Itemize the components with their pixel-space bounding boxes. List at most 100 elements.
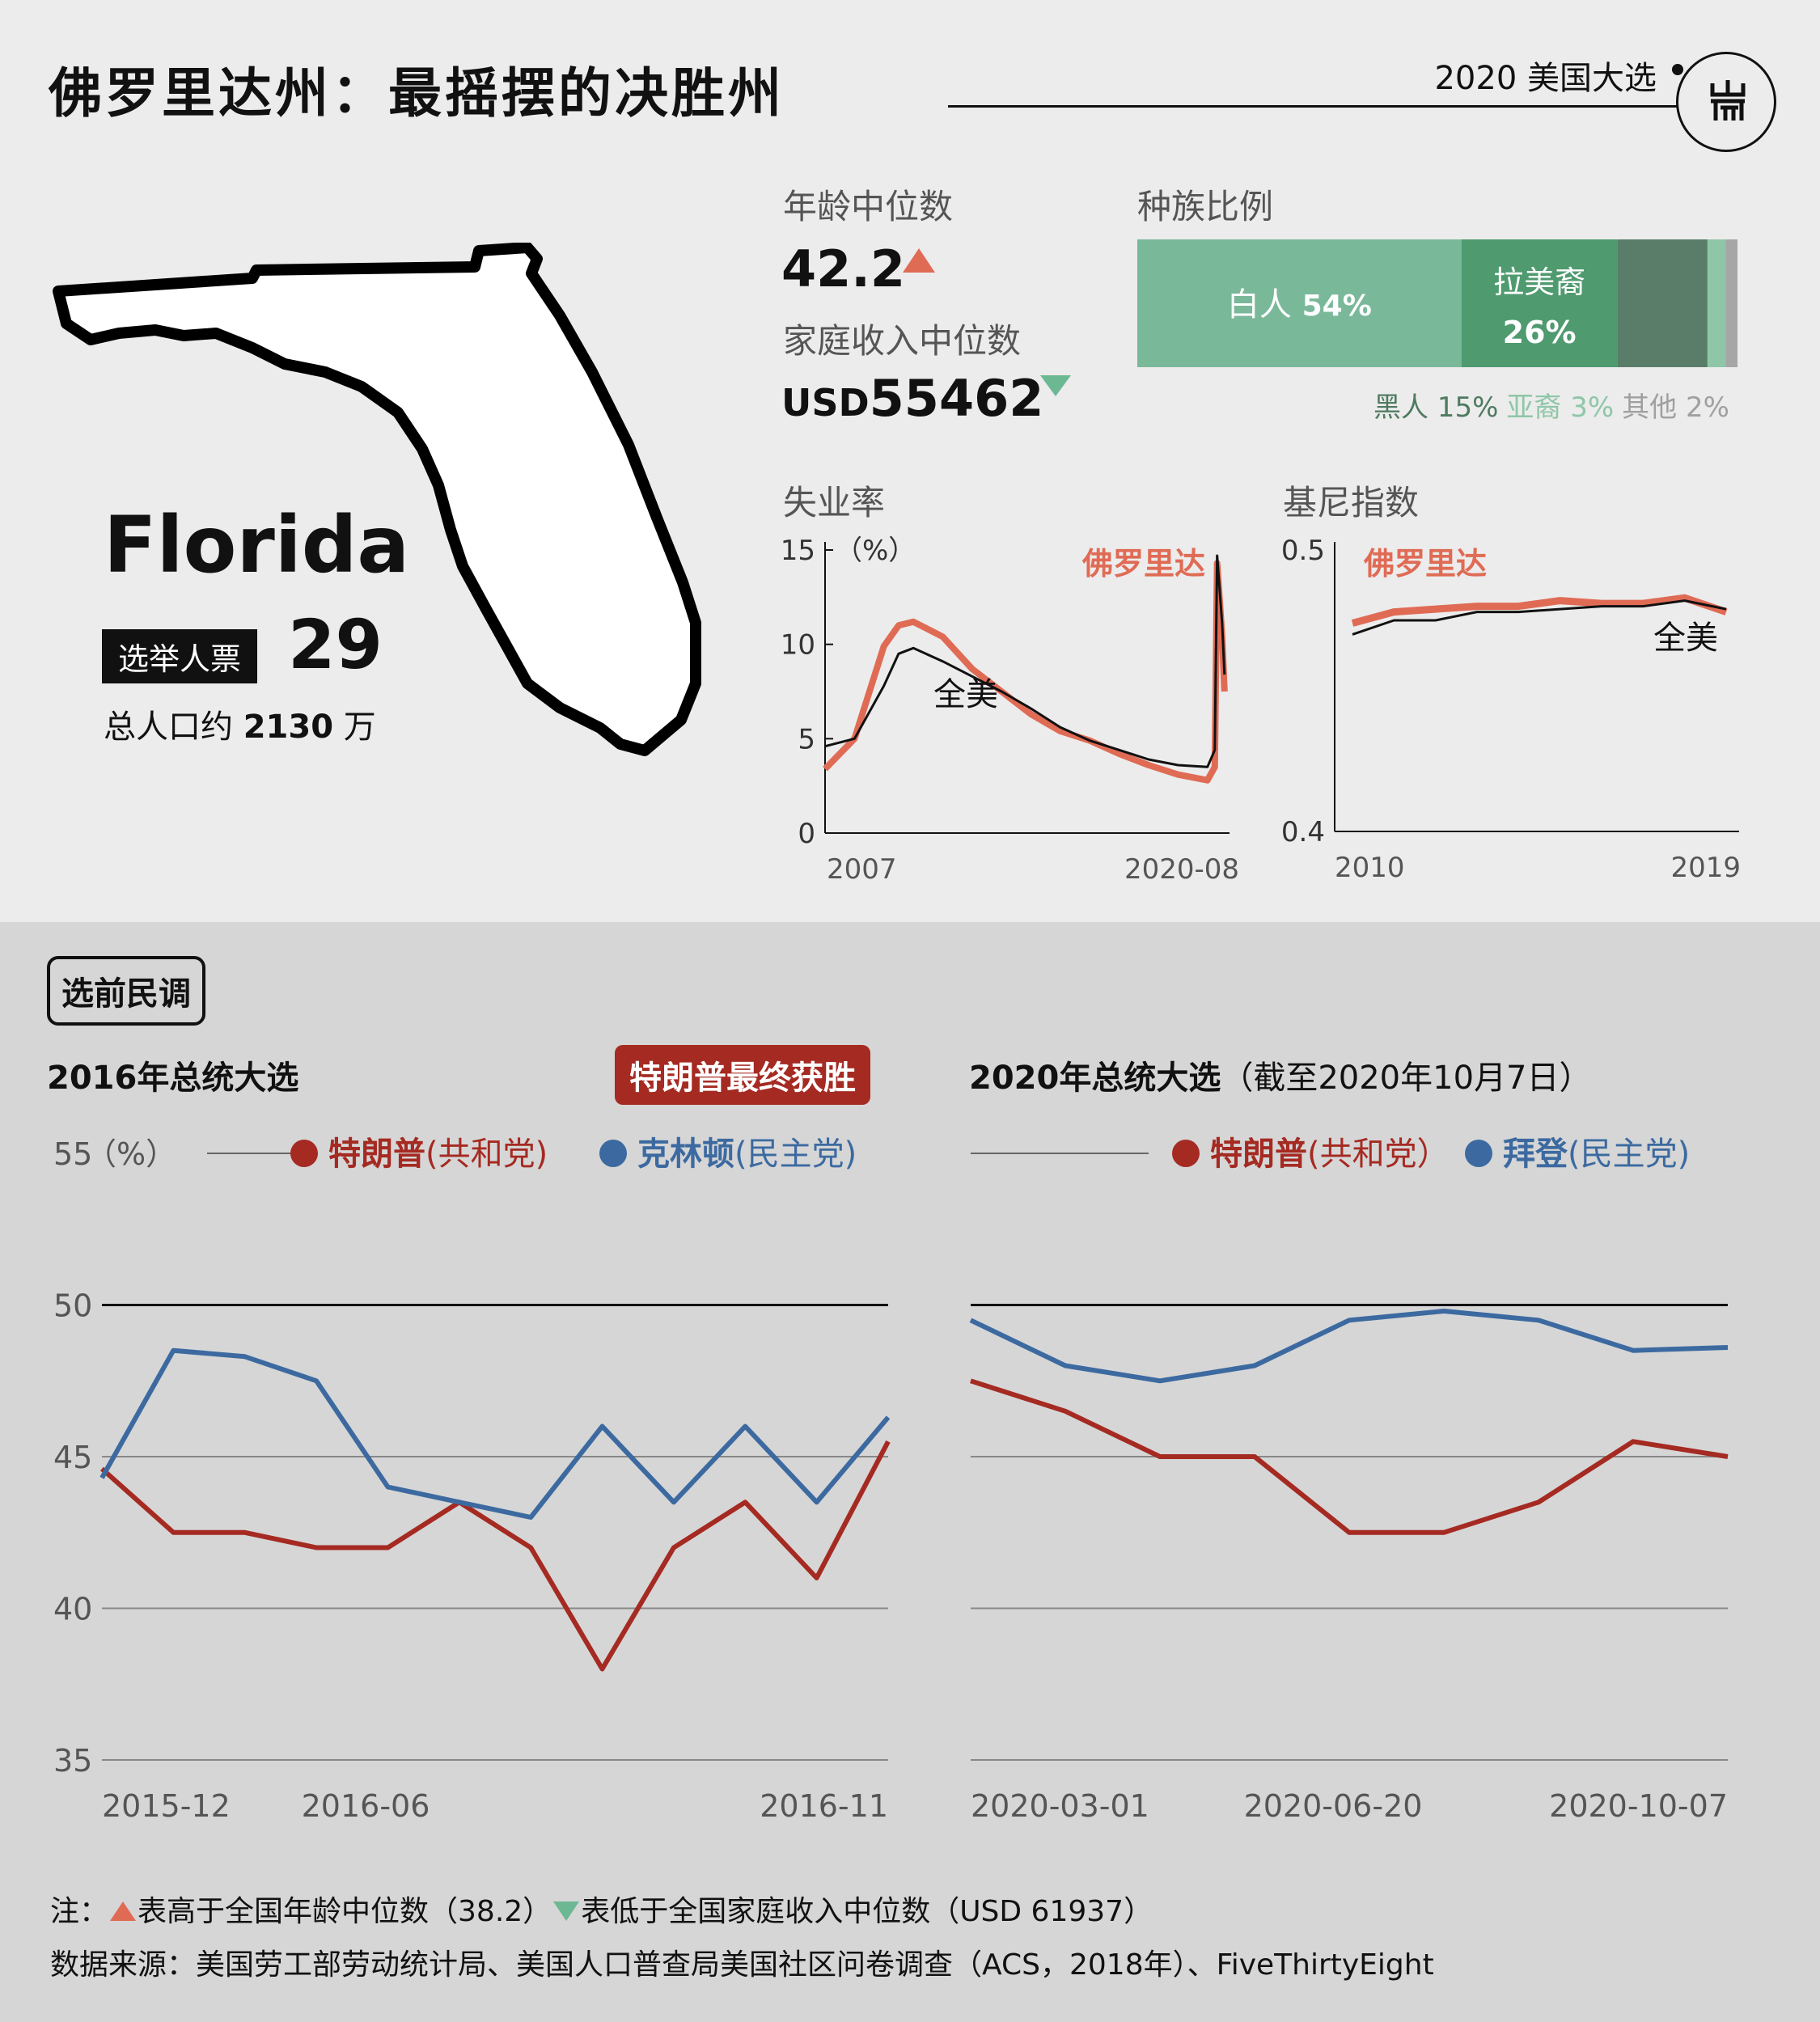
election-tag: 2020 美国大选 [1434, 60, 1657, 97]
gini-x-end: 2019 [1670, 852, 1741, 884]
unemp-x-start: 2007 [827, 853, 897, 886]
brand-logo [1672, 52, 1776, 152]
race-segment [1137, 239, 1462, 367]
footnote: 注： 表高于全国年龄中位数（38.2） 表低于全国家庭收入中位数（USD 61937… [50, 1888, 1153, 1930]
source-note: 数据来源：美国劳工部劳动统计局、美国人口普查局美国社区问卷调查（ACS，2018… [50, 1948, 1434, 1982]
race-value-hispanic: 26% [1503, 315, 1577, 350]
page-title: 佛罗里达州：最摇摆的决胜州 [49, 62, 785, 125]
logo-dot [1672, 64, 1683, 75]
income-number: 55462 [869, 369, 1044, 428]
population-suffix: 万 [343, 709, 376, 746]
race-label-white: 白人 54% [1227, 286, 1372, 324]
unemp-label-us: 全美 [933, 676, 998, 713]
unemp-series-us [824, 554, 1226, 768]
footnote-down-icon [553, 1901, 580, 1921]
bottom-panel [0, 922, 1820, 2022]
race-segment [1617, 239, 1708, 367]
race-segment [1725, 239, 1737, 367]
unemp-label-florida: 佛罗里达 [1081, 546, 1205, 582]
population-value: 2130 [243, 709, 334, 746]
poll-legend-dem-dot [1465, 1140, 1492, 1167]
electoral-votes-label: 选举人票 [102, 629, 258, 683]
poll-x-tick: 2015-12 [102, 1788, 231, 1824]
poll-legend-rep-dot [1172, 1140, 1200, 1167]
population-prefix: 总人口约 [104, 709, 233, 746]
gini-y-top: 0.5 [1281, 535, 1325, 567]
unemp-x-end: 2020-08 [1124, 853, 1239, 886]
poll-legend-dem-label: 克林顿(民主党) [637, 1136, 857, 1173]
poll-series-dem [969, 1309, 1729, 1384]
poll2016-title: 2016年总统大选 [47, 1060, 299, 1097]
poll-legend-dem-dot [599, 1140, 627, 1167]
poll-2020-chart: 特朗普(共和党） 拜登(民主党) 2020-03-01 2020-06-20 2020-… [969, 1136, 1729, 1824]
population: 总人口约 2130 万 [104, 700, 376, 747]
poll2020-subtitle: （截至2020年10月7日） [1221, 1060, 1592, 1097]
poll-series-rep [100, 1440, 891, 1672]
unemp-y-tick: 0 [798, 818, 815, 850]
logo-mark [1708, 77, 1748, 133]
poll-legend-rep-label: 特朗普(共和党) [328, 1136, 548, 1173]
polls-section-label: 选前民调 [47, 956, 205, 1026]
title-rule [948, 105, 1692, 108]
gini-series-florida [1351, 594, 1728, 627]
poll-y-tick: 35 [53, 1743, 92, 1779]
race-label-hispanic: 拉美裔 [1493, 264, 1585, 300]
race-legend-item: 其他 2% [1622, 391, 1729, 424]
poll-y-tick: 55 [53, 1136, 92, 1172]
poll-unit: （%） [86, 1136, 176, 1172]
race-segment [1707, 239, 1726, 367]
poll-x-tick: 2020-06-20 [1244, 1788, 1423, 1824]
up-triangle-icon [903, 248, 935, 273]
poll-y-tick: 40 [53, 1592, 92, 1627]
poll-y-tick: 50 [53, 1288, 92, 1324]
poll-series-rep [970, 1378, 1729, 1535]
race-legend: 黑人 15% 亚裔 3% 其他 2% [1373, 385, 1737, 425]
gini-x-start: 2010 [1335, 852, 1405, 884]
unemployment-label: 失业率 [783, 483, 886, 522]
income-label: 家庭收入中位数 [783, 321, 1022, 361]
gini-label: 基尼指数 [1283, 483, 1420, 522]
poll-x-tick: 2020-03-01 [971, 1788, 1149, 1824]
race-bar-chart: 白人 54% 拉美裔 26% [1137, 239, 1737, 367]
race-label: 种族比例 [1137, 187, 1274, 226]
poll-legend-dem-label: 拜登(民主党) [1503, 1136, 1690, 1173]
poll2016-winner-badge: 特朗普最终获胜 [615, 1045, 870, 1105]
electoral-votes-value: 29 [288, 605, 383, 684]
top-panel [0, 0, 1820, 922]
poll-y-tick: 45 [53, 1440, 92, 1475]
logo-glyph-icon [1710, 80, 1746, 121]
gini-y-bottom: 0.4 [1281, 816, 1325, 848]
florida-map [53, 243, 701, 756]
poll-x-tick: 2016-06 [302, 1788, 430, 1824]
unemp-y-tick: 10 [781, 629, 815, 662]
down-triangle-icon [1040, 375, 1071, 396]
gini-series-us [1352, 599, 1727, 636]
poll-legend-rep-label: 特朗普(共和党） [1210, 1136, 1450, 1173]
poll2020-title: 2020年总统大选 [969, 1060, 1221, 1097]
poll-legend-rep-dot [290, 1140, 318, 1167]
unemp-unit: （%） [835, 535, 916, 567]
footnote-down-text: 表低于全国家庭收入中位数（USD 61937） [581, 1895, 1153, 1928]
poll-2016-chart: 55 50 45 40 35 （%） 特朗普(共和党) 克林顿(民主党) 2015-12 2016… [53, 1136, 891, 1824]
race-segment [1461, 239, 1618, 367]
footnote-prefix: 注： [50, 1895, 109, 1928]
poll2020-title-row: 2020年总统大选（截至2020年10月7日） [969, 1051, 1591, 1098]
income-prefix: USD [781, 381, 870, 425]
poll-x-tick: 2016-11 [760, 1788, 888, 1824]
gini-label-florida: 佛罗里达 [1363, 546, 1487, 582]
footnote-up-text: 表高于全国年龄中位数（38.2） [138, 1895, 552, 1928]
unemp-series-florida [823, 560, 1228, 784]
gini-label-us: 全美 [1653, 620, 1718, 657]
race-legend-item: 黑人 15% [1373, 391, 1499, 424]
unemp-y-tick: 15 [781, 535, 815, 567]
race-legend-item: 亚裔 3% [1506, 391, 1615, 424]
poll-series-dem [99, 1347, 891, 1520]
income-value: USD55462 [781, 369, 1043, 428]
state-name: Florida [104, 500, 410, 590]
footnote-up-icon [110, 1901, 137, 1921]
unemp-y-tick: 5 [798, 723, 815, 755]
age-value: 42.2 [781, 239, 905, 298]
poll-x-tick: 2020-10-07 [1549, 1788, 1728, 1824]
